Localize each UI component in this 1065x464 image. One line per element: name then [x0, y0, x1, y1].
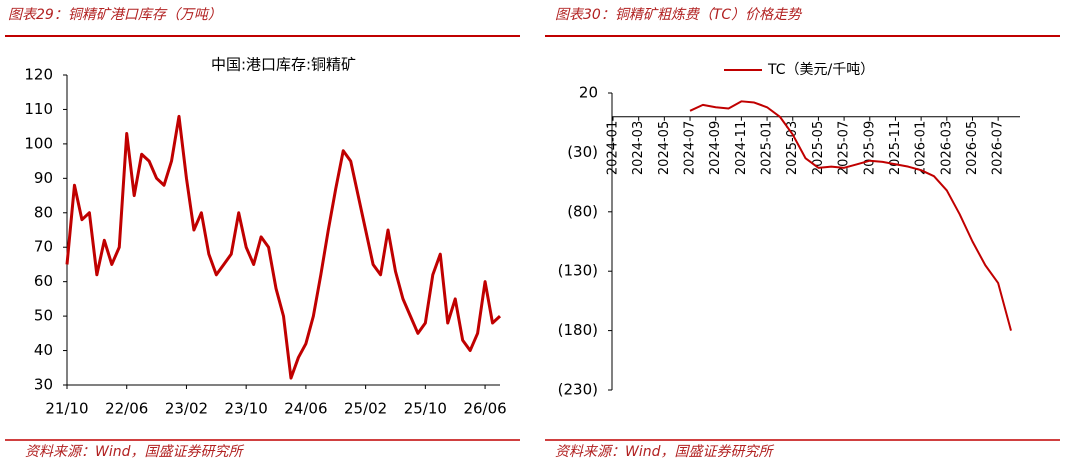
- y-tick-label: (80): [567, 202, 598, 220]
- y-tick-label: 120: [24, 66, 53, 84]
- y-tick-label: 50: [34, 307, 53, 325]
- x-tick-label: 22/06: [105, 400, 148, 418]
- line: [689, 100, 1012, 331]
- x-tick-label: 2025-09: [862, 121, 877, 175]
- x-tick-label: 26/06: [463, 400, 506, 418]
- line: [65, 114, 502, 380]
- x-tick-label: 2024-05: [657, 121, 672, 175]
- caption: 图表29：铜精矿港口库存（万吨）: [8, 7, 222, 23]
- x-tick-label: 2024-11: [734, 121, 749, 175]
- x-tick-label: 2024-03: [631, 121, 646, 175]
- x-tick-label: 23/02: [165, 400, 208, 418]
- y-tick-label: (130): [558, 262, 598, 280]
- x-tick-label: 2024-07: [683, 121, 698, 175]
- x-tick-label: 2025-11: [888, 121, 903, 175]
- y-tick-label: (30): [567, 143, 598, 161]
- x-tick-label: 2025-03: [785, 121, 800, 175]
- x-tick-label: 23/10: [225, 400, 268, 418]
- x-tick-label: 2024-09: [708, 121, 723, 175]
- y-tick-label: 110: [24, 100, 53, 118]
- x-tick-label: 2026-05: [965, 121, 980, 175]
- x-tick-label: 2026-03: [939, 121, 954, 175]
- legend-label: TC（美元/千吨）: [767, 62, 874, 78]
- y-tick-label: 80: [34, 203, 53, 221]
- source: 资料来源：Wind，国盛证券研究所: [25, 444, 244, 460]
- chart-title: 中国:港口库存:铜精矿: [211, 56, 356, 74]
- source: 资料来源：Wind，国盛证券研究所: [555, 444, 774, 460]
- x-tick-label: 2025-05: [811, 121, 826, 175]
- x-tick-label: 25/02: [344, 400, 387, 418]
- x-tick-label: 2026-01: [914, 121, 929, 175]
- y-tick-label: (230): [558, 381, 598, 399]
- y-tick-label: 30: [34, 376, 53, 394]
- y-tick-label: 100: [24, 134, 53, 152]
- x-tick-label: 25/10: [404, 400, 447, 418]
- y-tick-label: (180): [558, 321, 598, 339]
- x-tick-label: 2025-01: [760, 121, 775, 175]
- x-tick-label: 21/10: [45, 400, 88, 418]
- x-tick-label: 2026-07: [991, 121, 1006, 175]
- x-tick-label: 2025-07: [837, 121, 852, 175]
- y-tick-label: 90: [34, 169, 53, 187]
- y-tick-label: 60: [34, 272, 53, 290]
- y-tick-label: 70: [34, 238, 53, 256]
- caption: 图表30：铜精矿粗炼费（TC）价格走势: [555, 7, 803, 23]
- x-tick-label: 24/06: [284, 400, 327, 418]
- y-tick-label: 40: [34, 341, 53, 359]
- y-tick-label: 20: [579, 84, 598, 102]
- x-tick-label: 2024-01: [606, 121, 621, 175]
